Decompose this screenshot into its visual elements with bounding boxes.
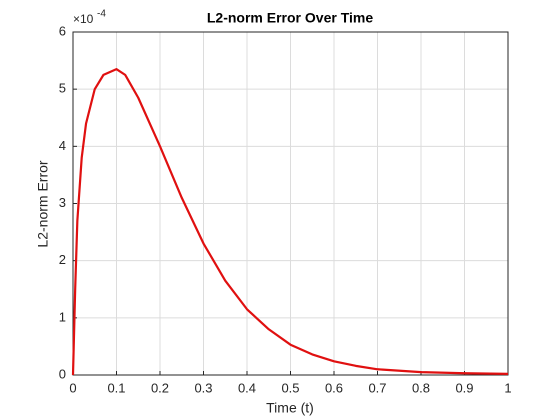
chart-title: L2-norm Error Over Time xyxy=(207,10,373,26)
y-multiplier: ×10 xyxy=(73,12,94,26)
x-tick-label: 0.9 xyxy=(455,380,473,395)
y-tick-label: 0 xyxy=(59,366,66,381)
x-tick-label: 1 xyxy=(504,380,511,395)
x-tick-label: 0.1 xyxy=(107,380,125,395)
x-tick-label: 0.6 xyxy=(325,380,343,395)
axes-box xyxy=(72,31,509,376)
data-line xyxy=(71,68,509,376)
x-tick-label: 0.7 xyxy=(368,380,386,395)
y-tick-label: 3 xyxy=(59,195,66,210)
x-tick-label: 0 xyxy=(69,380,76,395)
x-tick-label: 0.8 xyxy=(412,380,430,395)
x-axis-label: Time (t) xyxy=(266,400,314,416)
y-tick-label: 6 xyxy=(59,23,66,38)
y-tick-label: 5 xyxy=(59,81,66,96)
x-tick-label: 0.2 xyxy=(151,380,169,395)
x-tick-label: 0.4 xyxy=(238,380,256,395)
x-tick-label: 0.3 xyxy=(194,380,212,395)
y-tick-label: 4 xyxy=(59,138,66,153)
y-axis-label: L2-norm Error xyxy=(35,160,51,247)
y-tick-label: 1 xyxy=(59,309,66,324)
y-tick-label: 2 xyxy=(59,252,66,267)
y-multiplier-exponent: -4 xyxy=(97,9,106,20)
x-tick-label: 0.5 xyxy=(281,380,299,395)
